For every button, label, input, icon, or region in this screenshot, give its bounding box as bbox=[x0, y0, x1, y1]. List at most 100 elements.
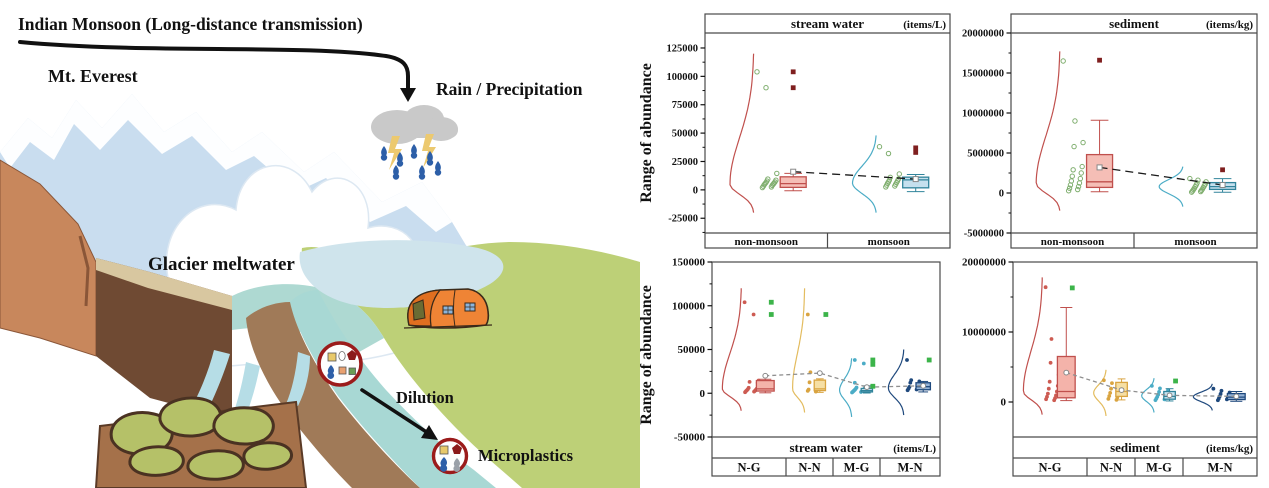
scatter-point bbox=[1071, 143, 1077, 150]
mean-marker bbox=[816, 370, 823, 377]
violin-curve bbox=[1192, 383, 1213, 411]
scatter-point bbox=[1109, 386, 1113, 391]
chart-panel-stream-water-seasonal: 125000 100000 75000 50000 25000 0 -25000 stream… bbox=[640, 13, 951, 249]
category-label: M-N bbox=[898, 461, 923, 475]
outlier-point bbox=[790, 69, 796, 75]
scatter-point bbox=[1045, 391, 1050, 396]
mossy-rocks bbox=[109, 396, 293, 481]
y-axis-label: Range of abundance bbox=[640, 63, 655, 203]
scatter-point bbox=[1079, 163, 1085, 170]
box bbox=[1085, 153, 1114, 189]
snow-caps bbox=[0, 94, 452, 232]
panel-unit: (items/kg) bbox=[1206, 19, 1253, 31]
scatter-point bbox=[1074, 186, 1081, 193]
scatter-point bbox=[1188, 189, 1195, 195]
violin-curve bbox=[851, 135, 877, 213]
outlier-point bbox=[1069, 285, 1075, 291]
mean-marker bbox=[1166, 392, 1173, 399]
tent-icon bbox=[403, 288, 493, 329]
glacier-meltwater-label: Glacier meltwater bbox=[148, 254, 295, 275]
chart-panel-stream-water-groups: 150000 100000 50000 0 -50000 stream water (ite… bbox=[640, 257, 941, 477]
scatter-point bbox=[742, 300, 747, 305]
scatter-point bbox=[743, 390, 747, 395]
mean-marker bbox=[912, 176, 919, 183]
chart-panel-sediment-groups: 20000000 10000000 0 sediment (items/kg) N-G N-… bbox=[962, 257, 1258, 477]
mean-marker bbox=[790, 168, 797, 175]
scatter-point bbox=[885, 150, 892, 157]
outlier-point bbox=[1173, 378, 1178, 384]
scatter-point bbox=[1189, 188, 1196, 194]
mean-marker bbox=[1219, 182, 1226, 188]
violin-curve bbox=[729, 53, 755, 213]
category-label: monsoon bbox=[868, 236, 910, 248]
scatter-point bbox=[1069, 173, 1075, 179]
category-label: M-G bbox=[1146, 461, 1172, 475]
mean-marker bbox=[762, 372, 769, 379]
category-label: N-G bbox=[738, 461, 761, 475]
mean-marker bbox=[920, 382, 927, 389]
tick-label: -50000 bbox=[674, 432, 706, 444]
scatter-point bbox=[861, 361, 866, 366]
box bbox=[779, 176, 807, 189]
box bbox=[755, 379, 775, 392]
mean-marker bbox=[1118, 387, 1125, 394]
scatter-point bbox=[852, 358, 857, 362]
scatter-point bbox=[1047, 379, 1052, 384]
scatter-point bbox=[768, 184, 775, 190]
violin-curve bbox=[1022, 277, 1043, 415]
scatter-point bbox=[752, 389, 756, 394]
outlier-point bbox=[870, 361, 876, 367]
tick-label: 100000 bbox=[667, 72, 699, 83]
mean-marker bbox=[863, 384, 870, 391]
dilution-arrow bbox=[360, 388, 438, 440]
microplastics-circle-lower bbox=[431, 437, 469, 475]
box bbox=[813, 379, 827, 392]
scatter-point bbox=[1070, 167, 1076, 173]
panel-bg bbox=[712, 262, 940, 476]
tick-label: 0 bbox=[693, 185, 698, 196]
scatter-point bbox=[1215, 398, 1220, 403]
microplastics-circle-upper bbox=[317, 341, 363, 387]
scatter-point bbox=[1052, 398, 1057, 403]
scatter-point bbox=[807, 380, 812, 385]
tick-label: -5000000 bbox=[964, 229, 1004, 240]
panel-unit: (items/kg) bbox=[1206, 443, 1253, 455]
tick-label: 20000000 bbox=[962, 29, 1004, 40]
scatter-point bbox=[1044, 397, 1048, 402]
y-axis-label: Range of abundance bbox=[640, 285, 655, 425]
scatter-point bbox=[908, 380, 913, 385]
scatter-point bbox=[751, 312, 756, 317]
cliff-crack bbox=[78, 235, 90, 307]
scatter-point bbox=[1219, 388, 1224, 393]
monsoon-title-label: Indian Monsoon (Long-distance transmissi… bbox=[18, 14, 363, 34]
scatter-point bbox=[1065, 188, 1072, 194]
scatter-point bbox=[892, 183, 898, 189]
category-label: M-G bbox=[844, 461, 870, 475]
scatter-point bbox=[876, 144, 883, 150]
scatter-point bbox=[905, 358, 909, 362]
mean-marker bbox=[1063, 369, 1070, 376]
scatter-point bbox=[1211, 386, 1216, 391]
category-label: monsoon bbox=[1174, 236, 1216, 248]
panel-unit: (items/L) bbox=[893, 443, 936, 455]
outlier-point bbox=[870, 383, 876, 389]
scatter-point bbox=[1108, 391, 1113, 395]
outlier-point bbox=[790, 85, 796, 91]
panel-bg bbox=[705, 14, 950, 248]
scatter-point bbox=[1078, 170, 1084, 176]
scatter-point bbox=[759, 184, 766, 191]
tick-label: 0 bbox=[999, 189, 1004, 200]
scatter-point bbox=[1075, 183, 1082, 190]
everest-illustration: Indian Monsoon (Long-distance transmissi… bbox=[0, 14, 640, 488]
outlier-point bbox=[926, 357, 932, 363]
violin-curve bbox=[1141, 378, 1155, 413]
scatter-point bbox=[1076, 180, 1083, 186]
outlier-point bbox=[768, 299, 774, 305]
brown-band bbox=[246, 302, 420, 488]
scatter-point bbox=[1106, 396, 1111, 401]
chart-panel-sediment-seasonal: 20000000 15000000 10000000 5000000 0 -5000000… bbox=[962, 13, 1258, 249]
tick-label: 15000000 bbox=[962, 69, 1004, 80]
scatter-point bbox=[747, 379, 752, 384]
scatter-point bbox=[1114, 398, 1119, 402]
